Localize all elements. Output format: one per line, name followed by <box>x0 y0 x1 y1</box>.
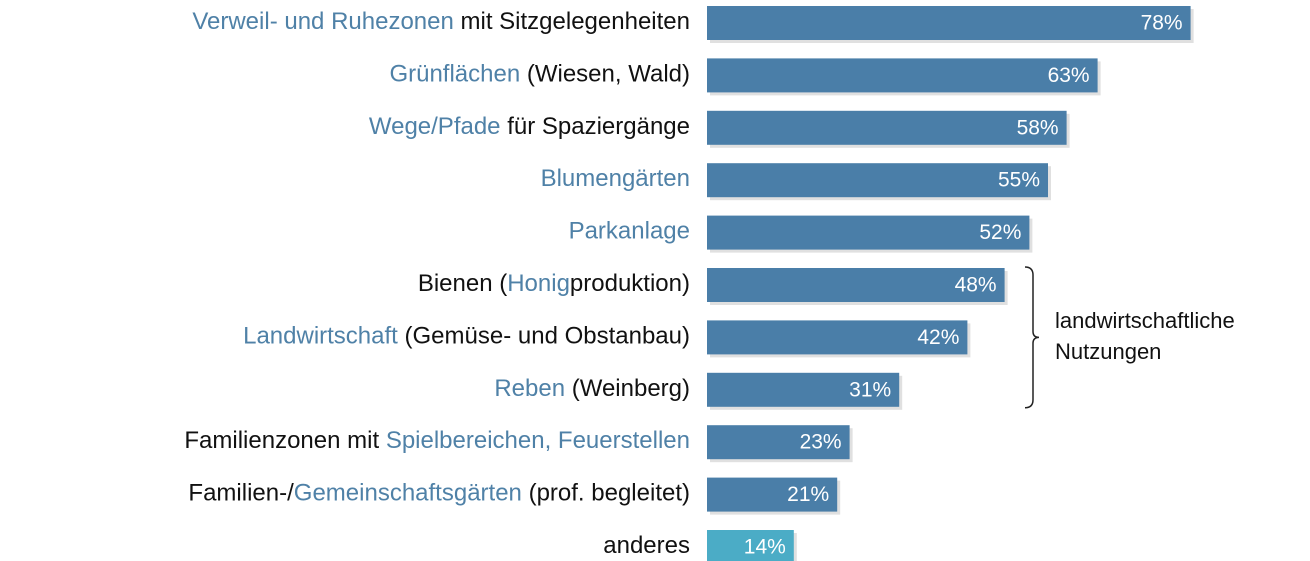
value-label: 52% <box>979 221 1021 244</box>
category-part: Parkanlage <box>569 218 690 245</box>
value-label: 48% <box>955 274 997 297</box>
category-label: anderes <box>603 532 690 559</box>
category-part: Spielbereichen, Feuerstellen <box>386 428 690 455</box>
value-label: 63% <box>1048 64 1090 87</box>
category-part: Familien-/ <box>188 480 294 507</box>
bar <box>707 6 1191 40</box>
bar <box>707 110 1067 145</box>
value-label: 58% <box>1017 116 1059 139</box>
category-label: Familienzonen mit Spielbereichen, Feuers… <box>184 428 690 455</box>
category-part: (Wiesen, Wald) <box>520 61 690 88</box>
category-part: Grünflächen <box>389 61 520 88</box>
category-part: Verweil- und Ruhezonen <box>192 8 454 35</box>
category-part: Gemeinschaftsgärten <box>294 480 522 507</box>
bracket <box>1024 266 1040 409</box>
category-label: Familien-/Gemeinschaftsgärten (prof. beg… <box>188 480 690 507</box>
bar <box>707 215 1030 250</box>
bar <box>707 320 968 355</box>
category-label: Verweil- und Ruhezonen mit Sitzgelegenhe… <box>192 8 690 35</box>
category-label: Landwirtschaft (Gemüse- und Obstanbau) <box>243 323 690 350</box>
value-label: 55% <box>998 169 1040 192</box>
bar <box>707 425 850 460</box>
bar <box>707 530 794 561</box>
category-part: Landwirtschaft <box>243 323 398 350</box>
category-part: (Weinberg) <box>565 375 690 402</box>
category-part: (prof. begleitet) <box>522 480 690 507</box>
value-label: 42% <box>917 326 959 349</box>
category-part: Familienzonen mit <box>184 428 385 455</box>
value-label: 23% <box>800 431 842 454</box>
category-part: anderes <box>603 532 690 559</box>
category-label: Reben (Weinberg) <box>494 375 690 402</box>
value-label: 78% <box>1141 12 1183 35</box>
value-label: 31% <box>849 378 891 401</box>
category-part: für Spaziergänge <box>501 113 690 140</box>
bar <box>707 268 1005 302</box>
category-part: mit Sitzgelegenheiten <box>454 8 690 35</box>
category-part: Bienen ( <box>418 270 507 297</box>
category-part: Wege/Pfade <box>369 113 501 140</box>
bar <box>707 372 900 407</box>
value-label: 14% <box>744 536 786 559</box>
value-label: 21% <box>787 483 829 506</box>
category-part: (Gemüse- und Obstanbau) <box>398 323 690 350</box>
annotation: landwirtschaftliche <box>1055 308 1235 333</box>
bar <box>707 58 1098 93</box>
category-part: Honig <box>507 270 570 297</box>
category-label: Parkanlage <box>569 218 690 245</box>
bar <box>707 163 1048 198</box>
category-label: Bienen (Honigproduktion) <box>418 270 690 297</box>
category-label: Blumengärten <box>541 166 690 193</box>
bar <box>707 477 838 512</box>
annotation: Nutzungen <box>1055 339 1161 364</box>
category-label: Grünflächen (Wiesen, Wald) <box>389 61 690 88</box>
category-part: Blumengärten <box>541 166 690 193</box>
category-part: produktion) <box>570 270 690 297</box>
category-part: Reben <box>494 375 565 402</box>
category-label: Wege/Pfade für Spaziergänge <box>369 113 690 140</box>
